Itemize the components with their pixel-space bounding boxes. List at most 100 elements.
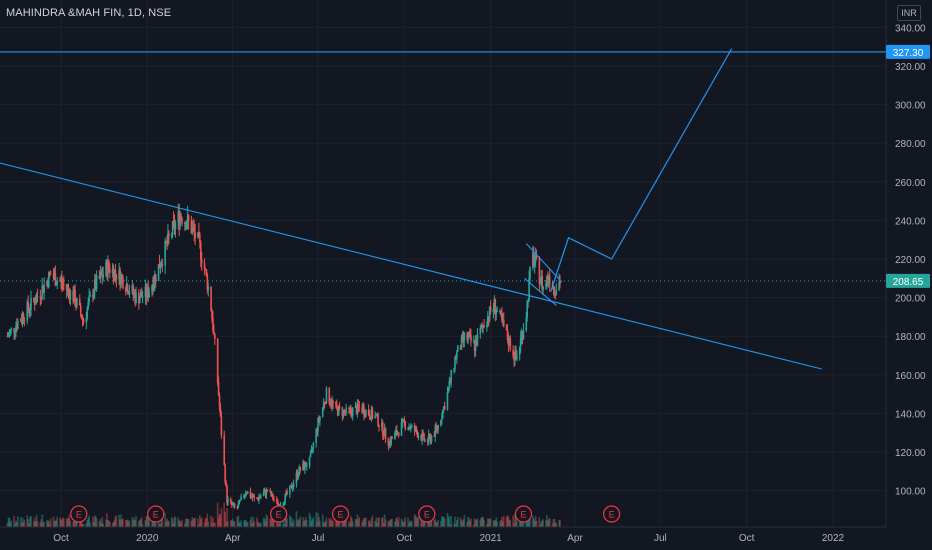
candle-body[interactable] xyxy=(19,320,22,322)
candle-body[interactable] xyxy=(276,500,279,507)
candle-body[interactable] xyxy=(49,273,52,275)
candle-body[interactable] xyxy=(14,331,16,333)
candle-body[interactable] xyxy=(144,286,147,297)
candle-body[interactable] xyxy=(257,498,259,501)
candle-body[interactable] xyxy=(236,507,239,509)
candle-body[interactable] xyxy=(390,437,392,445)
candle-body[interactable] xyxy=(368,414,371,418)
candle-body[interactable] xyxy=(434,426,437,437)
candle-body[interactable] xyxy=(159,266,162,269)
candle-body[interactable] xyxy=(245,492,248,494)
candle-body[interactable] xyxy=(87,301,90,309)
candle-body[interactable] xyxy=(6,336,9,338)
candle-body[interactable] xyxy=(262,492,265,496)
candle-body[interactable] xyxy=(56,280,59,285)
candle-body[interactable] xyxy=(470,334,472,342)
candle-body[interactable] xyxy=(238,500,241,505)
candle-body[interactable] xyxy=(365,409,367,417)
candle-body[interactable] xyxy=(441,417,443,421)
candle-body[interactable] xyxy=(533,261,536,266)
candle-body[interactable] xyxy=(289,486,291,495)
candle-body[interactable] xyxy=(527,300,529,302)
candle-body[interactable] xyxy=(33,300,36,305)
candle-body[interactable] xyxy=(153,283,155,290)
candle-body[interactable] xyxy=(453,368,455,371)
candle-body[interactable] xyxy=(207,287,210,290)
candle-body[interactable] xyxy=(172,221,175,223)
candle-body[interactable] xyxy=(148,292,150,298)
candle-body[interactable] xyxy=(125,284,128,292)
candle-body[interactable] xyxy=(53,273,56,278)
candle-body[interactable] xyxy=(28,309,30,312)
candle-body[interactable] xyxy=(92,294,94,298)
candle-body[interactable] xyxy=(260,495,262,498)
candle-body[interactable] xyxy=(93,279,96,292)
candle-body[interactable] xyxy=(396,432,399,435)
candle-body[interactable] xyxy=(436,427,438,431)
candle-body[interactable] xyxy=(329,403,332,405)
candle-body[interactable] xyxy=(539,281,542,284)
candle-body[interactable] xyxy=(52,274,55,278)
candle-body[interactable] xyxy=(296,472,299,478)
candle-body[interactable] xyxy=(227,499,229,504)
candle-body[interactable] xyxy=(416,432,419,438)
candle-body[interactable] xyxy=(158,264,161,269)
candle-body[interactable] xyxy=(66,287,69,290)
candle-body[interactable] xyxy=(414,427,417,432)
candle-body[interactable] xyxy=(508,338,511,346)
candle-body[interactable] xyxy=(192,227,195,229)
drawings[interactable] xyxy=(0,48,886,370)
candle-body[interactable] xyxy=(69,290,72,300)
candle-body[interactable] xyxy=(512,349,514,356)
candle-body[interactable] xyxy=(475,341,478,346)
candle-body[interactable] xyxy=(442,406,445,410)
candle-body[interactable] xyxy=(322,402,325,408)
candle-body[interactable] xyxy=(555,289,558,296)
candle-body[interactable] xyxy=(165,240,167,244)
candle-body[interactable] xyxy=(220,416,223,436)
candle-body[interactable] xyxy=(532,252,535,266)
candle-body[interactable] xyxy=(489,306,492,312)
candle-body[interactable] xyxy=(273,499,275,501)
candle-body[interactable] xyxy=(408,427,410,429)
earnings-event-icon[interactable]: E xyxy=(418,505,436,523)
candle-body[interactable] xyxy=(292,483,295,488)
candle-body[interactable] xyxy=(138,298,141,304)
candle-body[interactable] xyxy=(15,325,17,332)
candle-body[interactable] xyxy=(443,406,446,410)
candle-body[interactable] xyxy=(488,306,491,320)
candle-body[interactable] xyxy=(105,262,107,275)
candle-body[interactable] xyxy=(111,269,114,273)
candle-body[interactable] xyxy=(36,296,39,298)
candle-body[interactable] xyxy=(72,290,74,302)
candle-body[interactable] xyxy=(264,490,267,496)
candle-body[interactable] xyxy=(427,434,430,443)
candle-body[interactable] xyxy=(54,273,57,286)
candle-body[interactable] xyxy=(160,263,163,267)
candle-body[interactable] xyxy=(106,262,108,277)
candle-body[interactable] xyxy=(501,314,503,321)
candle-body[interactable] xyxy=(321,407,324,417)
candle-body[interactable] xyxy=(303,463,305,470)
candle-body[interactable] xyxy=(364,415,366,417)
candle-body[interactable] xyxy=(522,330,525,339)
candle-body[interactable] xyxy=(317,418,319,432)
candle-body[interactable] xyxy=(131,285,134,292)
candle-body[interactable] xyxy=(494,299,497,315)
candle-body[interactable] xyxy=(518,346,521,356)
candle-body[interactable] xyxy=(68,290,71,300)
candle-body[interactable] xyxy=(119,269,121,286)
candle-body[interactable] xyxy=(467,336,469,340)
candle-body[interactable] xyxy=(396,430,398,435)
candle-body[interactable] xyxy=(426,439,429,443)
candle-body[interactable] xyxy=(89,294,91,297)
candle-body[interactable] xyxy=(10,328,13,330)
candle-body[interactable] xyxy=(187,215,190,221)
candle-body[interactable] xyxy=(462,335,465,341)
candle-body[interactable] xyxy=(525,317,528,331)
candle-body[interactable] xyxy=(515,350,517,360)
candle-body[interactable] xyxy=(258,497,260,501)
candle-body[interactable] xyxy=(27,302,29,310)
earnings-event-icon[interactable]: E xyxy=(331,505,350,523)
